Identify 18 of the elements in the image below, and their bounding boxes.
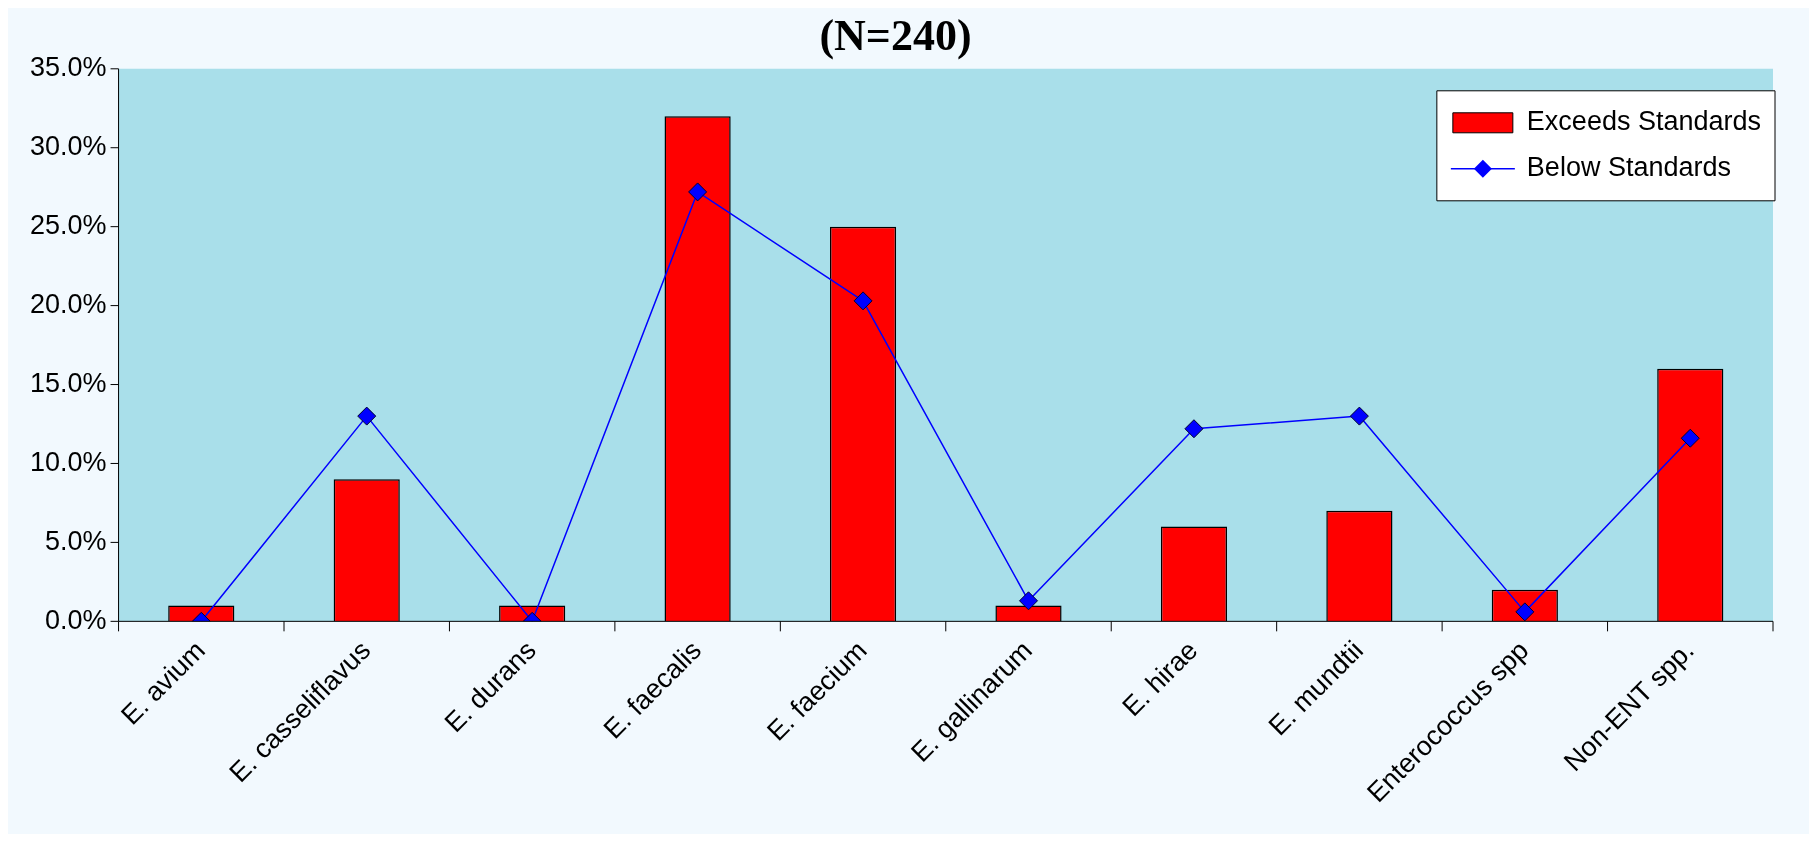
point — [357, 406, 377, 426]
point — [1349, 406, 1369, 426]
y-tick-label: 25.0% — [29, 210, 107, 241]
point — [1019, 591, 1038, 611]
legend-label: Below Standards — [1526, 152, 1731, 183]
point — [853, 291, 873, 311]
point — [1680, 428, 1700, 448]
chart-title: (N=240) — [819, 10, 972, 60]
y-tick-label: 30.0% — [29, 131, 107, 162]
point — [688, 182, 708, 202]
legend-label: Exceeds Standards — [1526, 106, 1761, 137]
y-tick-label: 15.0% — [29, 367, 107, 398]
y-tick-label: 20.0% — [29, 289, 107, 320]
point — [1184, 419, 1204, 439]
y-tick-label: 10.0% — [29, 446, 107, 477]
y-tick-label: 0.0% — [45, 604, 107, 635]
y-tick-label: 35.0% — [29, 52, 107, 83]
y-tick-label: 5.0% — [45, 525, 107, 556]
